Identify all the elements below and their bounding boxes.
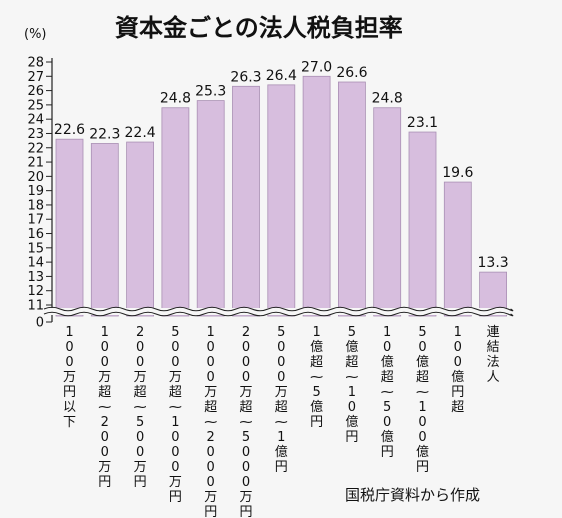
category-label: 5 0 億超⁓ 1 0 0 億円 <box>416 325 429 475</box>
category-label: 2 0 0 0 万超⁓ 5 0 0 0 万円 <box>239 325 252 518</box>
category-label: 5 0 0 万超⁓ 1 0 0 0 万円 <box>169 325 182 505</box>
category-label: 5 億超⁓ 1 0 億円 <box>345 325 358 445</box>
y-tick-label: 25 <box>27 98 44 113</box>
bar-value-label: 13.3 <box>478 255 509 271</box>
y-tick-label: 0 <box>36 316 44 331</box>
bar-value-label: 23.1 <box>407 115 438 131</box>
bar <box>55 138 84 317</box>
bar <box>408 131 437 317</box>
bar <box>373 107 402 317</box>
y-tick-label: 24 <box>27 113 44 128</box>
bar-value-label: 24.8 <box>160 91 191 107</box>
bar <box>267 84 296 317</box>
bar-value-label: 24.8 <box>372 91 403 107</box>
y-tick-label: 23 <box>27 127 44 142</box>
category-label: 1 0 億超⁓ 5 0 億円 <box>381 325 394 460</box>
category-label: 1 0 0 0 万超⁓ 2 0 0 0 万円 <box>204 325 217 518</box>
axis-break <box>43 306 514 317</box>
bar-value-label: 22.4 <box>125 125 156 141</box>
axis-break-band <box>44 308 511 315</box>
y-tick-label: 15 <box>27 241 44 256</box>
category-label: 5 0 0 0 万超⁓ 1 億円 <box>275 325 288 475</box>
category-label: 2 0 0 万超⁓ 5 0 0 万円 <box>134 325 147 490</box>
bar <box>302 75 331 317</box>
y-tick-label: 28 <box>27 56 44 71</box>
bar <box>90 143 119 317</box>
bar-value-label: 19.6 <box>442 165 473 181</box>
category-label: 1 0 0 億円超 <box>451 325 464 415</box>
category-label: 1 0 0 万円以下 <box>63 325 76 430</box>
bar-value-label: 26.4 <box>266 68 297 84</box>
y-tick-label: 13 <box>27 270 44 285</box>
bar-value-label: 22.3 <box>89 126 120 142</box>
bar <box>196 100 225 317</box>
bar <box>161 107 190 317</box>
axis-break-line <box>43 311 514 317</box>
chart-title: 資本金ごとの法人税負担率 <box>115 14 403 42</box>
bar-value-label: 27.0 <box>301 59 332 75</box>
category-label: 連結法人 <box>487 325 500 385</box>
bar-value-label: 26.3 <box>230 69 261 85</box>
bar <box>443 181 472 317</box>
category-label: 1 0 0 万超⁓ 2 0 0 万円 <box>98 325 111 490</box>
y-tick-label: 22 <box>27 141 44 156</box>
y-tick-label: 14 <box>27 256 44 271</box>
y-tick-label: 26 <box>27 84 44 99</box>
bar <box>232 85 260 317</box>
bar-value-label: 25.3 <box>195 84 226 100</box>
y-unit-label: (%) <box>24 27 47 42</box>
y-tick-label: 18 <box>27 198 44 213</box>
y-tick-label: 17 <box>27 213 44 228</box>
y-tick-label: 27 <box>27 70 44 85</box>
category-label: 1 億超⁓ 5 億円 <box>310 325 323 430</box>
y-tick-label: 19 <box>27 184 44 199</box>
bars <box>55 75 508 317</box>
bar <box>126 141 154 317</box>
y-tick-label: 16 <box>27 227 44 242</box>
value-labels: 22.6 22.3 22.424.8 25.326.3 26.427.0 26.624.8… <box>54 59 509 271</box>
bar <box>337 81 366 317</box>
bar-value-label: 22.6 <box>54 122 85 138</box>
category-labels: 1 0 0 万円以下 1 0 0 万超⁓ 2 0 0 万円 2 0 0 万超⁓ 5 0 0 万円 5 0 0 万超⁓ 1 0 0 0 万… <box>63 325 500 518</box>
y-tick-label: 20 <box>27 170 44 185</box>
y-tick-label: 21 <box>27 156 44 171</box>
axis-break-line <box>43 306 514 312</box>
y-tick-label: 11 <box>27 299 44 314</box>
source-note: 国税庁資料から作成 <box>345 486 480 504</box>
y-tick-label: 12 <box>27 284 44 299</box>
bar-value-label: 26.6 <box>336 65 367 81</box>
